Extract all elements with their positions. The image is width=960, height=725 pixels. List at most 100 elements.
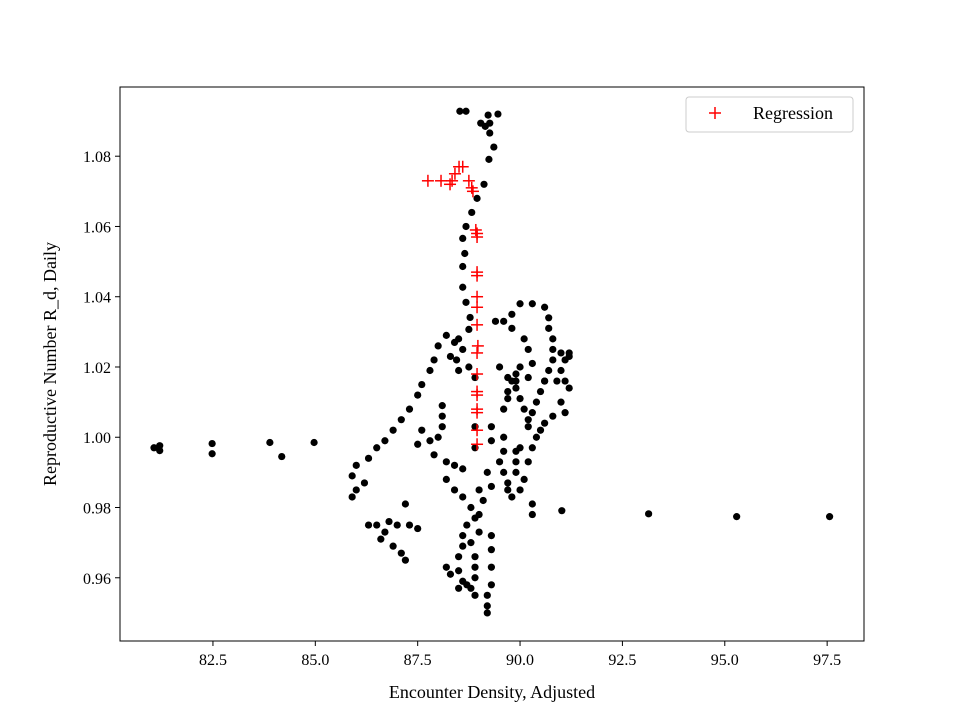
data-point [381,528,389,536]
data-point [430,356,438,364]
regression-point [471,269,484,282]
legend-box [685,96,854,133]
regression-point [471,424,484,437]
data-point [524,345,532,354]
data-point [490,143,498,151]
y-tick-label: 0.98 [83,501,111,518]
data-point [483,609,491,617]
data-point [733,513,741,521]
data-point [471,563,479,571]
data-point [467,503,475,512]
data-point [475,510,483,519]
data-point [456,107,464,115]
x-tick-label: 87.5 [404,652,432,669]
y-axis-label: Reproductive Number R_d, Daily [40,242,60,486]
data-point [528,500,536,508]
data-point [487,581,495,589]
data-point [348,493,356,501]
data-point [442,331,450,339]
data-point [438,402,446,410]
data-point [520,405,528,413]
data-point [480,180,488,188]
data-point [465,363,473,371]
x-tick-label: 82.5 [199,652,227,669]
data-point [434,342,442,350]
data-point [532,398,541,406]
legend-plus-marker [709,107,721,119]
x-tick-label: 92.5 [608,652,636,669]
data-point [487,532,495,540]
data-point [465,325,473,333]
data-point [475,486,483,494]
regression-point [471,389,484,402]
data-point [426,437,434,445]
data-point [393,521,401,529]
data-point [491,317,500,325]
data-point [471,591,479,599]
regression-point [466,185,479,198]
data-point [516,363,524,371]
data-point [504,479,512,487]
data-point [450,461,459,469]
data-point [487,482,495,491]
data-point [826,513,834,521]
data-point [459,345,467,354]
data-point [468,208,476,217]
data-point [467,539,475,547]
data-point [455,567,463,575]
data-point [208,439,216,448]
data-point [397,549,405,557]
plot-marks [150,107,834,617]
data-point [414,391,422,399]
data-point [442,563,450,571]
data-point [459,262,467,271]
data-point [512,468,520,476]
data-point [479,496,487,505]
data-point [352,486,360,494]
data-point [414,440,422,448]
data-point [504,387,512,396]
data-point [487,546,495,554]
data-point [483,602,491,610]
data-point [487,423,495,431]
data-point [471,574,479,582]
data-point [475,528,483,536]
y-tick-label: 1.04 [83,290,111,307]
data-point [381,437,389,445]
data-point [430,451,438,459]
regression-point [448,167,461,180]
data-point [557,349,565,357]
data-point [565,384,573,392]
data-point [462,222,470,231]
data-point [528,359,536,368]
y-axis: 0.96 0.98 1.00 1.02 1.04 1.06 1.08 [83,149,120,588]
regression-point [471,346,484,359]
data-point [549,345,557,354]
data-point [541,419,549,427]
data-point [364,521,373,529]
data-point [549,412,557,420]
data-point [473,194,481,202]
data-point [524,458,532,466]
y-tick-label: 1.06 [83,219,111,236]
legend: Regression [685,96,854,133]
x-axis: 82.5 85.0 87.5 90.0 92.5 95.0 97.5 [199,641,841,669]
regression-point [471,368,484,381]
y-tick-label: 1.02 [83,360,111,377]
data-point [561,409,569,417]
x-tick-label: 97.5 [813,652,841,669]
data-point [442,475,450,484]
data-point [504,395,512,403]
data-point [512,447,520,455]
data-point [494,110,502,118]
data-point [500,447,508,455]
data-point [545,366,553,375]
regression-point [446,174,459,187]
data-point [389,426,397,434]
data-point [446,352,455,361]
data-point [455,553,463,561]
data-point [438,412,446,420]
data-point [516,486,524,494]
regression-point [471,318,484,331]
